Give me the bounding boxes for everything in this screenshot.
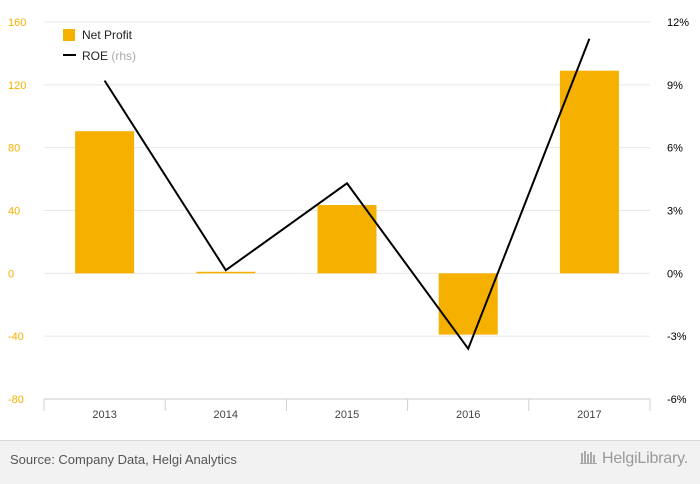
right-tick-label: 3% — [667, 206, 683, 218]
bar-net-profit — [559, 70, 619, 274]
bar-net-profit — [438, 273, 498, 335]
bar-layer — [75, 70, 619, 335]
axis-layer: 160 12% 120 9% 80 6% 40 3% 0 0% -40 -3% -80 -6% 2013 20… — [8, 17, 689, 421]
x-tick-label: 2015 — [335, 409, 359, 421]
line-roe — [103, 38, 591, 351]
left-tick-label: 80 — [8, 143, 20, 155]
bar-net-profit — [196, 271, 256, 274]
bar-net-profit — [75, 131, 135, 274]
x-tick-label: 2013 — [92, 409, 116, 421]
left-tick-label: 0 — [8, 268, 14, 280]
left-tick-label: 120 — [8, 80, 26, 92]
x-tick-label: 2016 — [456, 409, 480, 421]
left-tick-label: -40 — [8, 331, 24, 343]
right-tick-label: -6% — [667, 394, 687, 406]
brand-name: HelgiLibrary. — [601, 450, 688, 467]
legend: Net Profit ROE (rhs) — [63, 28, 136, 63]
legend-label-roe: ROE (rhs) — [82, 49, 136, 63]
right-tick-label: 6% — [667, 143, 683, 155]
left-tick-label: 40 — [8, 206, 20, 218]
x-tick-label: 2014 — [214, 409, 238, 421]
left-tick-label: 160 — [8, 17, 26, 29]
right-tick-label: 0% — [667, 268, 683, 280]
source-text: Source: Company Data, Helgi Analytics — [10, 452, 237, 467]
bar-net-profit — [317, 205, 377, 274]
right-tick-label: -3% — [667, 331, 687, 343]
chart-svg: 160 12% 120 9% 80 6% 40 3% 0 0% -40 -3% -80 -6% 2013 20… — [8, 17, 689, 421]
legend-swatch-net-profit — [63, 29, 75, 41]
footer: Source: Company Data, Helgi Analytics He… — [0, 440, 700, 484]
legend-label-suffix: (rhs) — [111, 49, 136, 63]
right-tick-label: 12% — [667, 17, 689, 29]
library-icon — [579, 451, 597, 464]
brand-logo: HelgiLibrary. — [579, 450, 688, 468]
line-layer — [103, 38, 591, 351]
left-tick-label: -80 — [8, 394, 24, 406]
x-tick-label: 2017 — [577, 409, 601, 421]
legend-label-net-profit: Net Profit — [82, 28, 133, 42]
right-tick-label: 9% — [667, 80, 683, 92]
